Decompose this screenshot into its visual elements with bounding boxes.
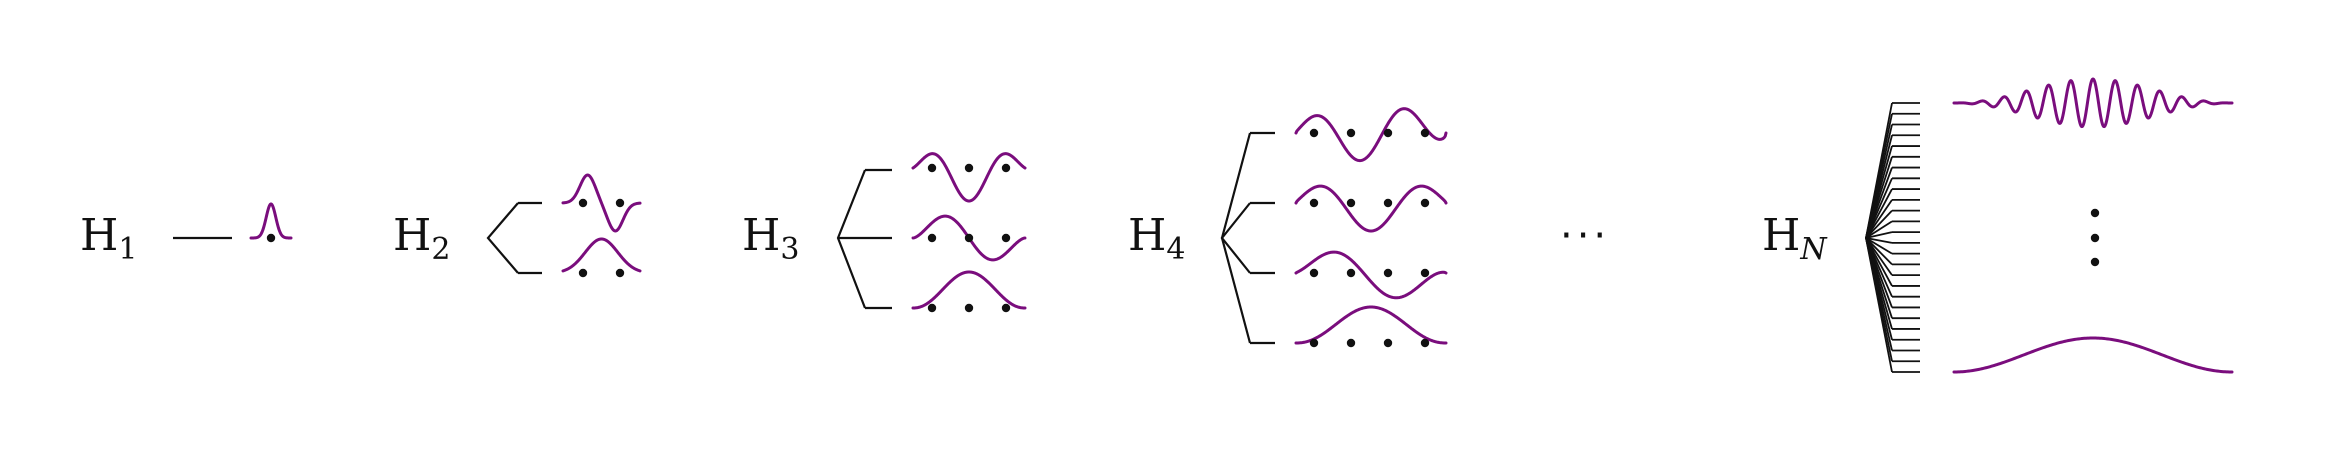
- label-h2-sub: 2: [431, 232, 451, 267]
- h3-dot-1b: [964, 163, 974, 173]
- h4-dot-4b: [1346, 338, 1356, 348]
- label-hn-base: H: [1762, 210, 1801, 261]
- label-hn: HN: [1762, 214, 1827, 265]
- hn-fan-line-10: [1865, 199, 1893, 239]
- label-h3: H3: [742, 214, 799, 265]
- hn-fan-line-15: [1865, 237, 1893, 255]
- label-h2-base: H: [393, 210, 432, 261]
- hn-fan-line-12: [1865, 220, 1893, 239]
- label-h4-sub: 4: [1166, 232, 1186, 267]
- label-h1: H1: [80, 214, 137, 265]
- h4-dot-1c: [1383, 128, 1393, 138]
- label-h4: H4: [1128, 214, 1185, 265]
- h3-wavefunction-1: [911, 152, 1027, 203]
- hn-vdot-3: [2090, 257, 2100, 267]
- h4-dot-3d: [1420, 268, 1430, 278]
- h4-dot-1b: [1346, 128, 1356, 138]
- h2-dot-2b: [615, 268, 625, 278]
- h4-wavefunction-4: [1294, 305, 1448, 345]
- label-h1-base: H: [80, 210, 119, 261]
- h3-wavefunction-3: [911, 270, 1027, 310]
- hn-fan-line-16: [1865, 237, 1893, 266]
- hn-wavefunction-bottom: [1952, 336, 2234, 374]
- h2-dot-1b: [615, 198, 625, 208]
- hn-fan-line-26: [1865, 237, 1893, 373]
- h4-dot-2a: [1309, 198, 1319, 208]
- hn-fan-line-9: [1865, 188, 1893, 239]
- hn-vdot-2: [2090, 233, 2100, 243]
- hn-wavefunction-top: [1952, 77, 2234, 129]
- h4-dot-4c: [1383, 338, 1393, 348]
- h2-branch: [486, 202, 519, 274]
- h4-dot-3b: [1346, 268, 1356, 278]
- h4-dot-2c: [1383, 198, 1393, 208]
- h3-dot-3c: [1001, 303, 1011, 313]
- ellipsis: ···: [1560, 213, 1611, 259]
- h1-wavefunction: [249, 202, 293, 240]
- h4-branch: [1220, 132, 1252, 344]
- hn-fan-line-13: [1865, 231, 1893, 239]
- label-h4-base: H: [1128, 210, 1167, 261]
- h3-dot-2b: [964, 233, 974, 243]
- h2-wavefunction-2: [561, 237, 642, 273]
- h3-dot-1c: [1001, 163, 1011, 173]
- h3-dot-3b: [964, 303, 974, 313]
- h3-dot-2c: [1001, 233, 1011, 243]
- h4-dot-3a: [1309, 268, 1319, 278]
- level-lines: [173, 102, 1920, 373]
- h4-dot-2b: [1346, 198, 1356, 208]
- h4-dot-4a: [1309, 338, 1319, 348]
- hn-fan-line-14: [1865, 237, 1893, 244]
- h1-site-dot: [266, 233, 276, 243]
- h2-dot-1a: [578, 198, 588, 208]
- h4-wavefunction-1: [1294, 107, 1448, 163]
- h4-dot-3c: [1383, 268, 1393, 278]
- wavefunctions: [249, 77, 2234, 374]
- h4-dot-1a: [1309, 128, 1319, 138]
- label-h2: H2: [393, 214, 450, 265]
- h4-dot-4d: [1420, 338, 1430, 348]
- h3-dot-1a: [927, 163, 937, 173]
- h4-wavefunction-3: [1294, 250, 1448, 300]
- hn-vdot-1: [2090, 208, 2100, 218]
- h4-branch-inner: [1220, 202, 1251, 274]
- hn-fan-line-11: [1865, 209, 1893, 239]
- label-hn-sub: N: [1800, 232, 1827, 267]
- h2-dot-2a: [578, 268, 588, 278]
- label-h3-base: H: [742, 210, 781, 261]
- h3-dot-3a: [927, 303, 937, 313]
- label-h1-sub: 1: [118, 232, 138, 267]
- h2-wavefunction-1: [561, 173, 642, 233]
- site-dots: [266, 128, 2100, 348]
- label-h3-sub: 3: [780, 232, 800, 267]
- h3-dot-2a: [927, 233, 937, 243]
- h4-dot-2d: [1420, 198, 1430, 208]
- h4-dot-1d: [1420, 128, 1430, 138]
- h4-wavefunction-2: [1294, 184, 1448, 233]
